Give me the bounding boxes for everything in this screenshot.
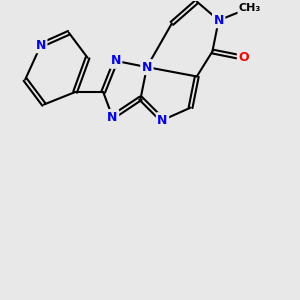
Text: O: O <box>238 51 249 64</box>
Text: N: N <box>157 114 168 127</box>
Text: N: N <box>107 110 118 124</box>
Text: CH₃: CH₃ <box>239 3 261 13</box>
Text: N: N <box>110 54 121 68</box>
Text: N: N <box>36 39 46 52</box>
Text: N: N <box>142 61 152 74</box>
Text: N: N <box>214 14 224 27</box>
